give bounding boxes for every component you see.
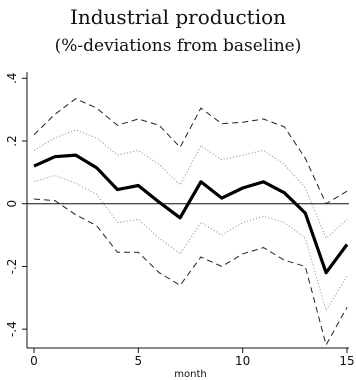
x-tick-label: 5 [135, 354, 143, 368]
x-axis-label: month [174, 369, 206, 380]
series-line-dashed-lower [33, 198, 348, 347]
bands-group [33, 98, 348, 347]
y-tick-label: -.2 [5, 259, 19, 275]
series-line-solid-thick [33, 153, 349, 275]
series-line-dotted-upper [33, 129, 348, 240]
y-tick-label: .4 [5, 73, 19, 84]
chart-subtitle: (%-deviations from baseline) [54, 36, 302, 56]
y-tick-label: -.4 [5, 321, 19, 337]
x-tick-label: 0 [30, 354, 38, 368]
axes-group: -.4 -.2 0 .2 .4 0 5 10 15 [5, 72, 355, 368]
main-series-group [33, 153, 349, 275]
series-line-dashed-upper [33, 98, 348, 205]
series-line-dotted-lower [33, 174, 348, 312]
chart-title: Industrial production [69, 5, 287, 29]
y-tick-label: 0 [5, 200, 19, 208]
x-tick-label: 10 [235, 354, 250, 368]
y-tick-label: .2 [5, 135, 19, 146]
x-tick-label: 15 [339, 354, 354, 368]
